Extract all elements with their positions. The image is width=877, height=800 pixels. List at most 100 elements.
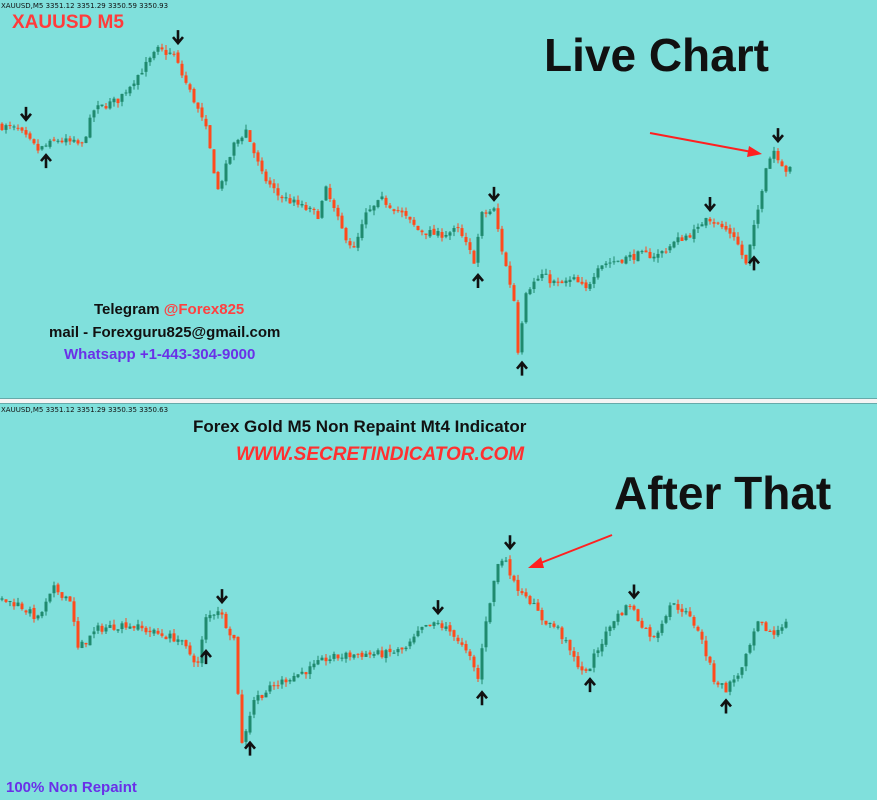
candle-body bbox=[12, 602, 16, 607]
candle-body bbox=[456, 637, 460, 642]
candle-body bbox=[140, 625, 144, 629]
sell-arrow-icon bbox=[172, 30, 184, 46]
candle-body bbox=[4, 599, 8, 602]
candle-body bbox=[360, 224, 364, 238]
candle-body bbox=[604, 263, 608, 266]
candle-body bbox=[124, 92, 128, 94]
candle-body bbox=[508, 559, 512, 576]
annotation-arrow bbox=[649, 132, 762, 157]
candle-body bbox=[532, 281, 536, 290]
candle-body bbox=[400, 647, 404, 650]
candle-body bbox=[112, 624, 116, 630]
candle-body bbox=[256, 152, 260, 162]
candle-body bbox=[480, 648, 484, 680]
candle-body bbox=[180, 640, 184, 642]
candle-body bbox=[412, 219, 416, 225]
candle-body bbox=[452, 630, 456, 637]
candle-body bbox=[752, 224, 756, 247]
candle-body bbox=[616, 613, 620, 622]
non-repaint-label: 100% Non Repaint bbox=[6, 779, 137, 796]
candle-body bbox=[748, 244, 752, 264]
candle-body bbox=[304, 672, 308, 675]
candle-body bbox=[696, 226, 700, 229]
candle-body bbox=[572, 651, 576, 657]
candle-body bbox=[576, 277, 580, 283]
candle-body bbox=[112, 98, 116, 103]
candle-body bbox=[592, 276, 596, 284]
candle-body bbox=[20, 127, 24, 131]
candle-body bbox=[772, 630, 776, 635]
candle-body bbox=[212, 149, 216, 174]
candle-body bbox=[64, 138, 68, 143]
candle-body bbox=[108, 101, 112, 109]
candle-body bbox=[316, 211, 320, 219]
candle-body bbox=[412, 636, 416, 643]
candle-body bbox=[728, 228, 732, 234]
candle-body bbox=[424, 233, 428, 235]
candle-body bbox=[344, 228, 348, 241]
candle-body bbox=[444, 626, 448, 629]
candle-body bbox=[484, 212, 488, 214]
candle-body bbox=[708, 656, 712, 663]
candle-body bbox=[136, 75, 140, 85]
candle-body bbox=[276, 685, 280, 687]
candle-body bbox=[452, 228, 456, 232]
candle-body bbox=[124, 622, 128, 628]
panel-divider[interactable] bbox=[0, 398, 877, 404]
candle-body bbox=[368, 209, 372, 212]
candle-body bbox=[628, 605, 632, 607]
candle-body bbox=[512, 575, 516, 581]
candle-body bbox=[444, 235, 448, 237]
candle-body bbox=[28, 609, 32, 614]
candle-body bbox=[476, 236, 480, 263]
candle-body bbox=[644, 250, 648, 253]
candle-body bbox=[76, 140, 80, 144]
website-link[interactable]: WWW.SECRETINDICATOR.COM bbox=[236, 444, 525, 465]
candle-body bbox=[564, 640, 568, 642]
candle-body bbox=[652, 636, 656, 638]
candle-body bbox=[84, 136, 88, 143]
candle-body bbox=[80, 142, 84, 144]
candle-body bbox=[320, 200, 324, 218]
candle-body bbox=[72, 601, 76, 622]
candle-body bbox=[760, 621, 764, 623]
candle-body bbox=[548, 622, 552, 624]
candle-body bbox=[384, 650, 388, 659]
candle-body bbox=[440, 623, 444, 628]
candle-body bbox=[204, 617, 208, 640]
candle-body bbox=[280, 679, 284, 685]
candle-body bbox=[12, 126, 16, 128]
candle-body bbox=[632, 605, 636, 610]
candle-body bbox=[712, 663, 716, 682]
candle-body bbox=[632, 253, 636, 260]
buy-arrow-icon bbox=[472, 272, 484, 288]
telegram-label: Telegram bbox=[94, 301, 164, 318]
candle-body bbox=[152, 629, 156, 634]
candle-body bbox=[624, 605, 628, 616]
symbol-label: XAUUSD M5 bbox=[12, 12, 124, 33]
candle-body bbox=[36, 615, 40, 619]
candle-body bbox=[200, 639, 204, 664]
candle-body bbox=[540, 610, 544, 621]
candle-body bbox=[636, 609, 640, 622]
candle-body bbox=[328, 659, 332, 661]
candle-body bbox=[556, 626, 560, 628]
buy-arrow-icon bbox=[200, 649, 212, 665]
candle-body bbox=[460, 228, 464, 236]
telegram-line: Telegram @Forex825 bbox=[94, 301, 244, 318]
candle-body bbox=[60, 592, 64, 598]
candle-body bbox=[400, 210, 404, 213]
candle-body bbox=[664, 616, 668, 623]
candle-body bbox=[432, 228, 436, 235]
candle-body bbox=[188, 84, 192, 90]
candle-body bbox=[192, 655, 196, 663]
candle-body bbox=[468, 242, 472, 250]
candle-body bbox=[344, 652, 348, 659]
candle-body bbox=[356, 236, 360, 248]
candle-body bbox=[292, 676, 296, 682]
candle-body bbox=[308, 207, 312, 209]
candle-body bbox=[684, 611, 688, 613]
candle-body bbox=[536, 278, 540, 281]
telegram-handle[interactable]: @Forex825 bbox=[163, 301, 245, 318]
candle-body bbox=[428, 230, 432, 237]
